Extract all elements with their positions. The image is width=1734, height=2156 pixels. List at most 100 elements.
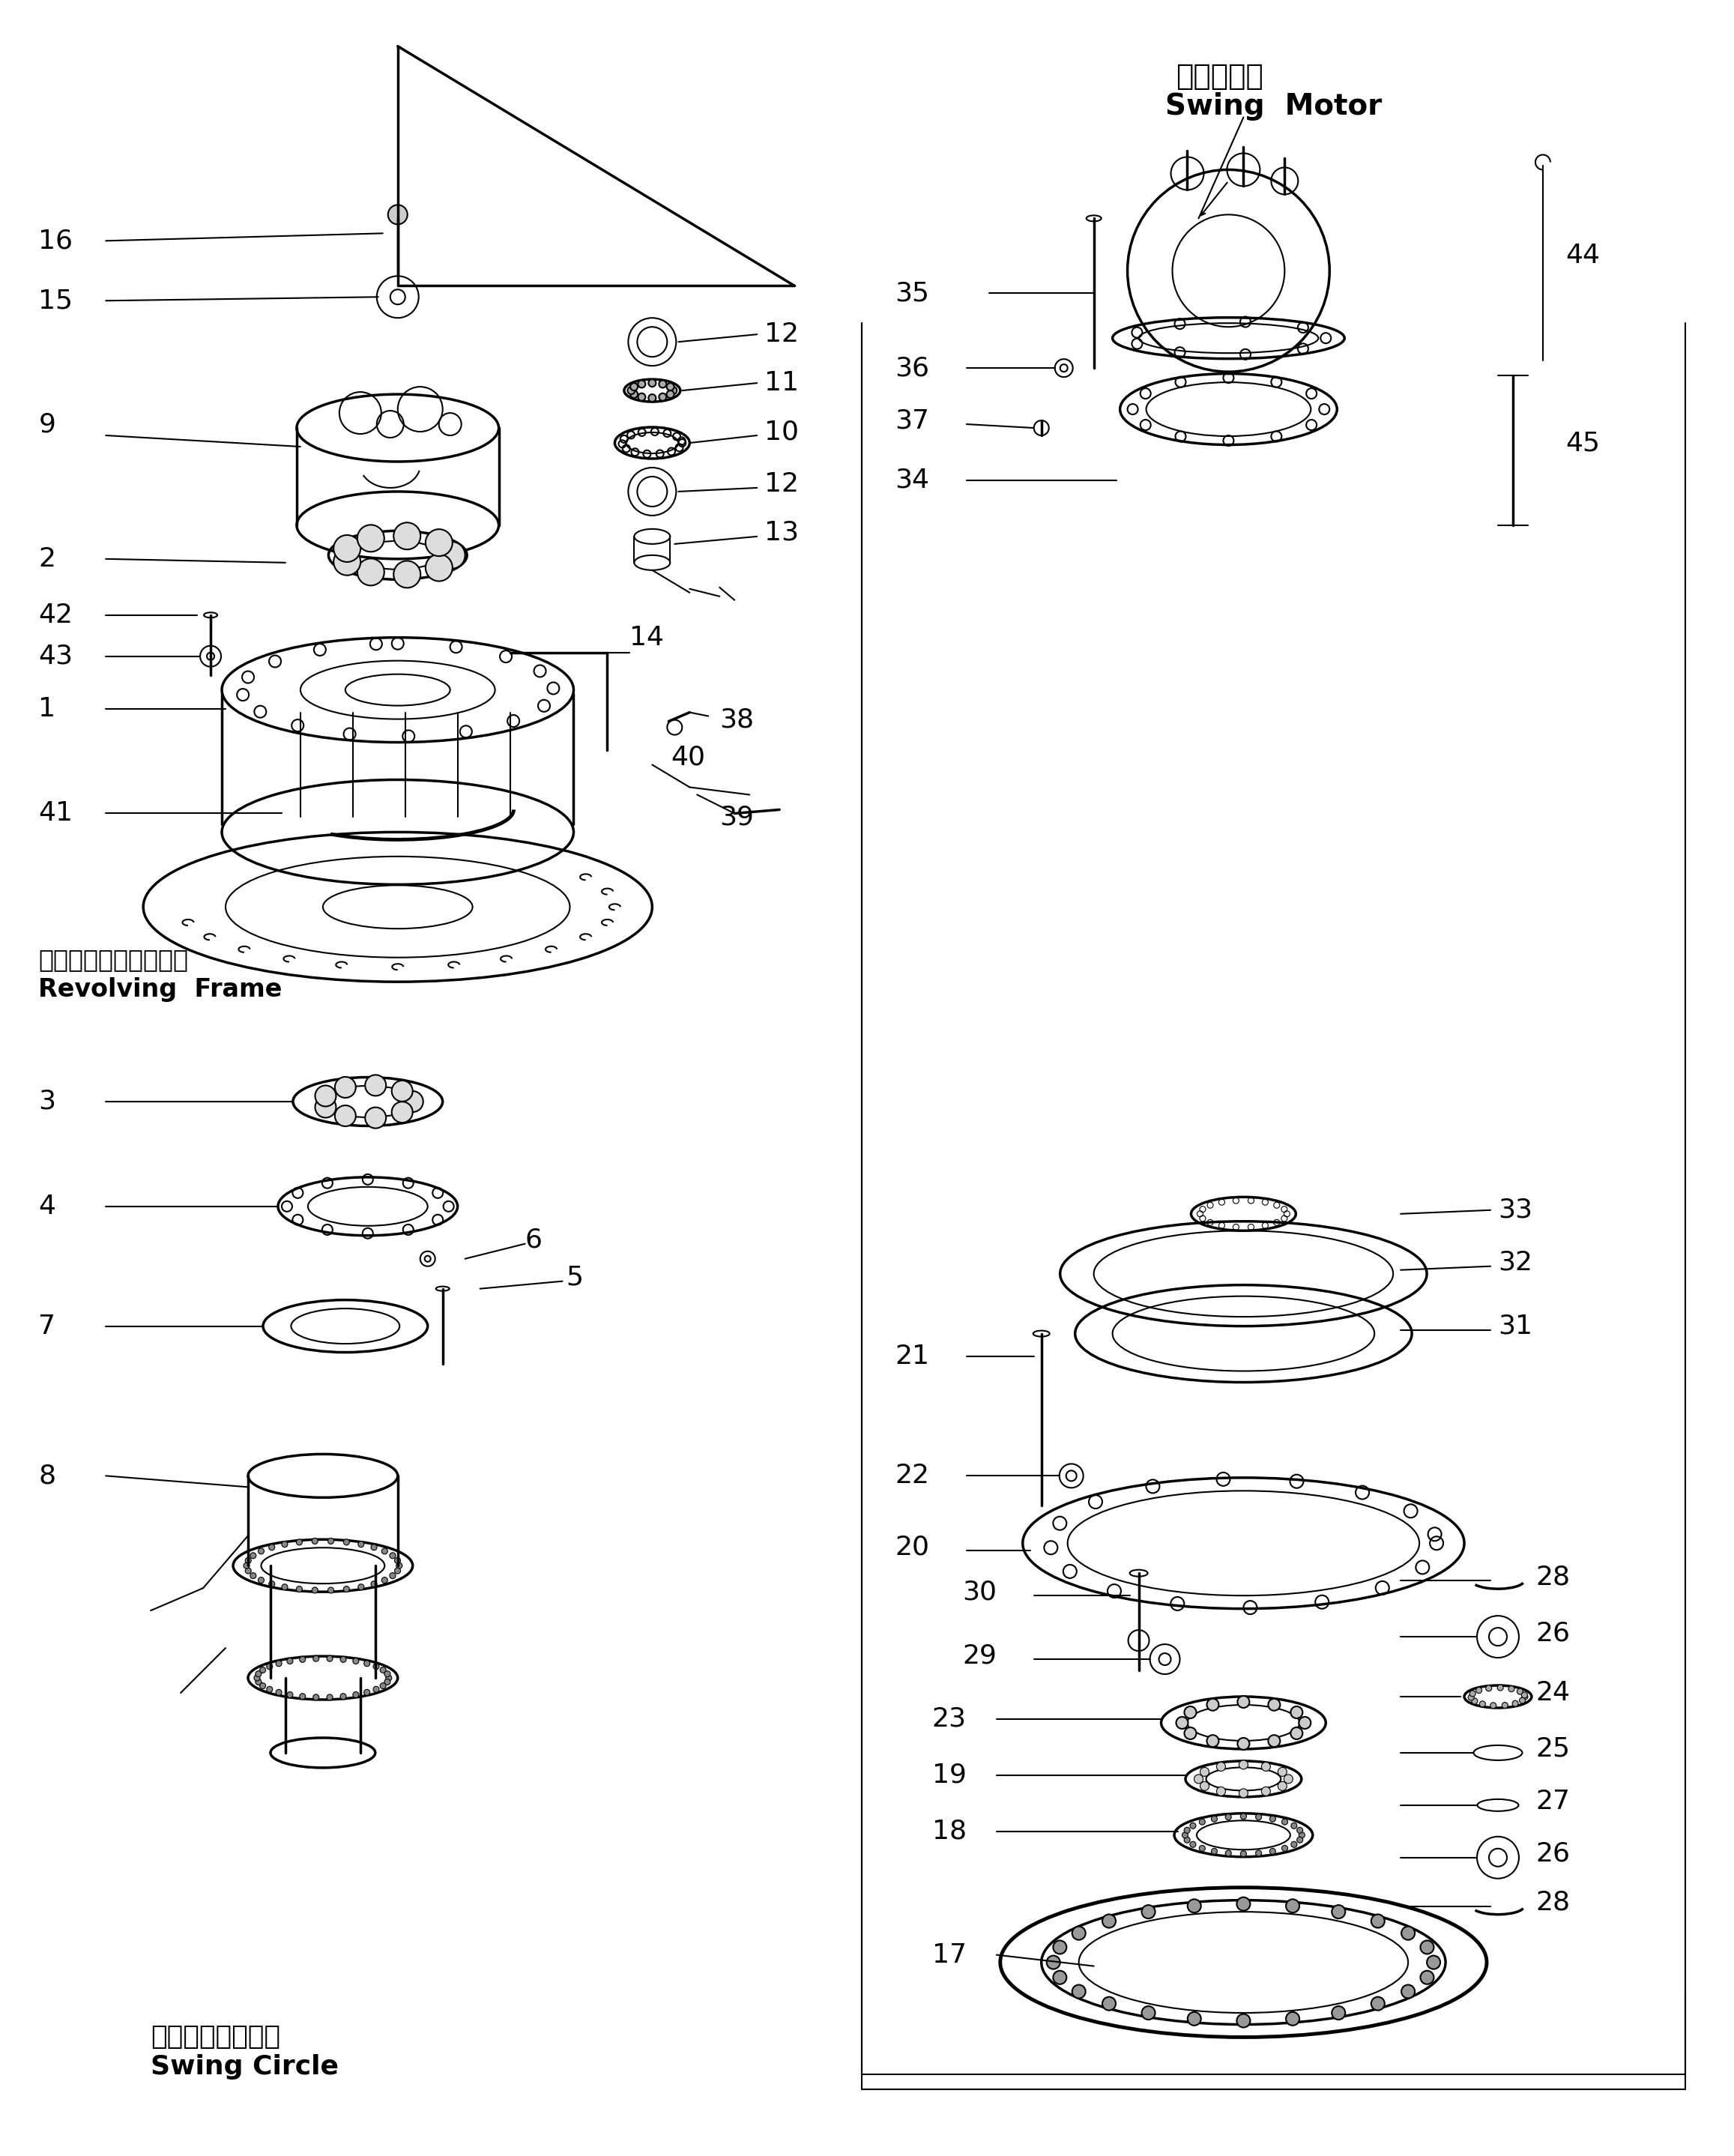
Circle shape — [1176, 1716, 1188, 1729]
Circle shape — [352, 1658, 359, 1664]
Circle shape — [1427, 1955, 1441, 1968]
Circle shape — [316, 1097, 336, 1117]
Circle shape — [267, 1686, 272, 1692]
Circle shape — [253, 1675, 260, 1682]
Text: 33: 33 — [1498, 1197, 1533, 1222]
Text: 4: 4 — [38, 1194, 55, 1218]
Circle shape — [1517, 1688, 1522, 1695]
Text: 10: 10 — [765, 418, 799, 444]
Circle shape — [1240, 1759, 1248, 1770]
Circle shape — [1261, 1787, 1271, 1796]
Circle shape — [1299, 1833, 1306, 1839]
Circle shape — [394, 561, 421, 589]
Circle shape — [300, 1692, 305, 1699]
Circle shape — [1268, 1699, 1280, 1710]
Text: 3: 3 — [38, 1089, 55, 1115]
Text: 11: 11 — [765, 371, 799, 397]
Text: 25: 25 — [1535, 1736, 1569, 1761]
Circle shape — [1184, 1705, 1196, 1718]
Text: 2: 2 — [38, 545, 55, 571]
Circle shape — [1103, 1996, 1115, 2009]
Circle shape — [326, 1695, 333, 1701]
Text: 12: 12 — [765, 321, 799, 347]
Circle shape — [1519, 1697, 1526, 1703]
Circle shape — [1401, 1927, 1415, 1940]
Circle shape — [312, 1587, 317, 1593]
Circle shape — [638, 392, 645, 401]
Circle shape — [357, 1542, 364, 1548]
Circle shape — [392, 1102, 413, 1123]
Circle shape — [1420, 1971, 1434, 1984]
Text: 26: 26 — [1535, 1841, 1569, 1867]
Circle shape — [666, 384, 675, 390]
Circle shape — [1281, 1846, 1288, 1852]
Circle shape — [1479, 1701, 1486, 1708]
Text: 6: 6 — [525, 1227, 543, 1253]
Circle shape — [1188, 2012, 1202, 2024]
Circle shape — [1238, 1697, 1250, 1708]
Circle shape — [1522, 1695, 1528, 1699]
Circle shape — [1200, 1781, 1209, 1792]
Text: 14: 14 — [629, 625, 664, 651]
Text: 27: 27 — [1535, 1789, 1569, 1813]
Text: Swing  Motor: Swing Motor — [1165, 93, 1382, 121]
Text: 44: 44 — [1566, 244, 1600, 270]
Circle shape — [669, 386, 676, 395]
Text: 41: 41 — [38, 800, 73, 826]
Text: 42: 42 — [38, 602, 73, 627]
Circle shape — [1238, 1738, 1250, 1751]
Circle shape — [1287, 1899, 1299, 1912]
Circle shape — [666, 390, 675, 399]
Circle shape — [1072, 1986, 1085, 1999]
Circle shape — [297, 1539, 302, 1546]
Circle shape — [425, 554, 453, 582]
Text: 1: 1 — [38, 696, 55, 722]
Circle shape — [373, 1686, 380, 1692]
Text: 9: 9 — [38, 412, 55, 438]
Circle shape — [258, 1578, 264, 1583]
Text: 5: 5 — [565, 1266, 583, 1289]
Circle shape — [328, 1537, 335, 1544]
Text: 35: 35 — [895, 280, 929, 306]
Circle shape — [281, 1542, 288, 1548]
Circle shape — [276, 1690, 283, 1695]
Circle shape — [260, 1684, 265, 1688]
Circle shape — [638, 379, 645, 388]
Circle shape — [1490, 1703, 1496, 1708]
Circle shape — [328, 1587, 335, 1593]
Circle shape — [250, 1572, 257, 1578]
Circle shape — [629, 390, 638, 399]
Circle shape — [1290, 1705, 1302, 1718]
Circle shape — [1217, 1761, 1226, 1770]
Circle shape — [1372, 1996, 1385, 2009]
Circle shape — [380, 1684, 387, 1688]
Text: 19: 19 — [933, 1761, 966, 1787]
Circle shape — [1502, 1703, 1509, 1708]
Circle shape — [1261, 1761, 1271, 1770]
Circle shape — [1141, 2007, 1155, 2020]
Circle shape — [1212, 1848, 1217, 1854]
Circle shape — [1269, 1848, 1276, 1854]
Circle shape — [380, 1667, 387, 1673]
Circle shape — [316, 1084, 336, 1106]
Circle shape — [1212, 1815, 1217, 1822]
Circle shape — [333, 548, 361, 576]
Circle shape — [1372, 1915, 1385, 1927]
Text: 45: 45 — [1566, 431, 1600, 455]
Text: 31: 31 — [1498, 1313, 1533, 1339]
Circle shape — [1278, 1768, 1287, 1777]
Circle shape — [357, 558, 385, 586]
Circle shape — [381, 1578, 388, 1583]
Circle shape — [1053, 1940, 1066, 1953]
Circle shape — [1255, 1850, 1262, 1856]
Text: 21: 21 — [895, 1343, 929, 1369]
Text: Revolving  Frame: Revolving Frame — [38, 977, 283, 1003]
Text: 43: 43 — [38, 642, 73, 668]
Circle shape — [390, 1572, 395, 1578]
Circle shape — [1292, 1822, 1297, 1828]
Circle shape — [314, 1656, 319, 1662]
Circle shape — [281, 1585, 288, 1589]
Circle shape — [1200, 1846, 1205, 1852]
Text: 28: 28 — [1535, 1889, 1569, 1915]
Text: 32: 32 — [1498, 1250, 1533, 1274]
